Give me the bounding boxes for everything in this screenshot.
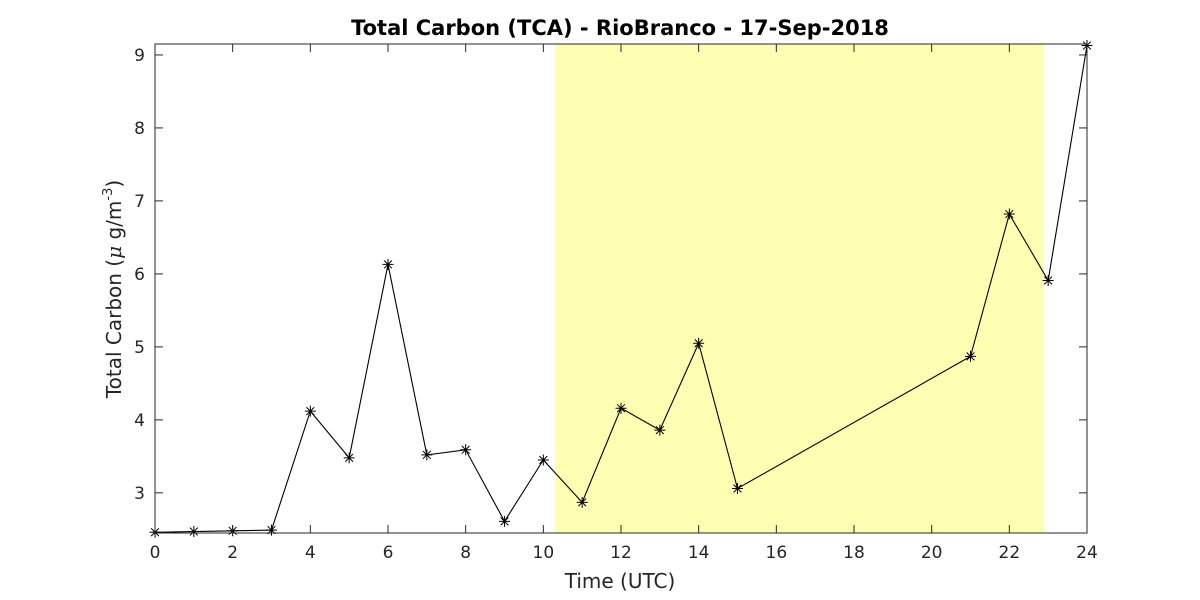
highlight-band xyxy=(554,44,1045,533)
y-axis-label-suffix: ) xyxy=(102,180,126,188)
x-tick-label: 18 xyxy=(843,543,865,563)
data-point xyxy=(499,515,510,527)
y-axis-label-prefix: Total Carbon ( xyxy=(102,259,126,399)
x-tick-label: 16 xyxy=(766,543,788,563)
y-axis-label-unit: g/m xyxy=(102,201,126,246)
data-point xyxy=(693,337,705,349)
data-point xyxy=(965,350,976,362)
y-axis-label-mu: μ xyxy=(102,246,126,259)
data-point xyxy=(654,424,666,436)
data-point xyxy=(1042,274,1054,286)
x-tick-label: 14 xyxy=(688,543,710,563)
data-point xyxy=(460,444,472,456)
data-point xyxy=(266,524,277,536)
data-point xyxy=(615,402,627,414)
x-tick-label: 24 xyxy=(1076,543,1098,563)
x-tick-label: 8 xyxy=(460,543,471,563)
y-tick-label: 5 xyxy=(134,338,145,358)
data-point xyxy=(537,454,549,466)
data-point xyxy=(188,526,200,538)
y-axis-label-exponent: -3 xyxy=(101,188,116,201)
highlight-band-layer xyxy=(554,44,1045,533)
x-tick-label: 20 xyxy=(921,543,943,563)
series-line xyxy=(154,45,1088,533)
y-tick-label: 9 xyxy=(134,46,145,66)
chart-title: Total Carbon (TCA) - RioBranco - 17-Sep-… xyxy=(351,16,889,40)
x-tick-label: 4 xyxy=(305,543,316,563)
data-point xyxy=(732,482,743,494)
data-point xyxy=(343,452,355,464)
data-point xyxy=(304,405,316,417)
y-tick-label: 8 xyxy=(134,119,145,139)
data-point xyxy=(1003,208,1015,220)
x-tick-label: 0 xyxy=(150,543,161,563)
y-axis-label: Total Carbon (μ g/m-3) xyxy=(101,180,126,399)
data-point xyxy=(382,258,394,270)
y-tick-label: 7 xyxy=(134,192,145,212)
data-point xyxy=(421,449,433,461)
data-point xyxy=(576,496,588,508)
x-tick-label: 6 xyxy=(383,543,394,563)
x-tick-label: 22 xyxy=(999,543,1021,563)
x-tick-label: 10 xyxy=(533,543,555,563)
y-tick-label: 3 xyxy=(134,484,145,504)
x-tick-label: 12 xyxy=(610,543,632,563)
y-tick-label: 6 xyxy=(134,265,145,285)
x-axis-label: Time (UTC) xyxy=(564,569,676,593)
x-tick-label: 2 xyxy=(227,543,238,563)
y-tick-label: 4 xyxy=(134,411,145,431)
series-layer xyxy=(149,39,1093,538)
